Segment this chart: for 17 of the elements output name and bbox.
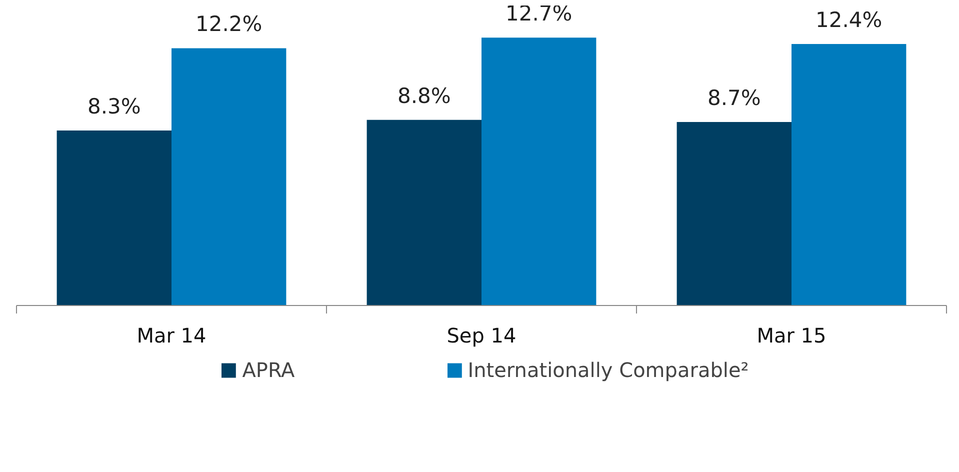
data-label: 12.7% [505, 2, 572, 26]
legend-label: APRA [242, 358, 295, 382]
legend-label: Internationally Comparable² [468, 358, 749, 382]
data-label: 8.3% [87, 94, 141, 118]
x-tick-label: Sep 14 [446, 324, 516, 348]
bar [676, 122, 792, 306]
data-label: 12.4% [815, 8, 882, 32]
x-tick-label: Mar 15 [756, 324, 826, 348]
data-label: 8.7% [707, 86, 761, 110]
bar [56, 130, 172, 306]
bar [482, 38, 596, 306]
bar [792, 44, 906, 306]
data-label: 12.2% [195, 12, 262, 36]
bar [172, 48, 286, 306]
data-label: 8.8% [397, 84, 451, 108]
bar [366, 120, 482, 306]
x-tick-label: Mar 14 [136, 324, 206, 348]
